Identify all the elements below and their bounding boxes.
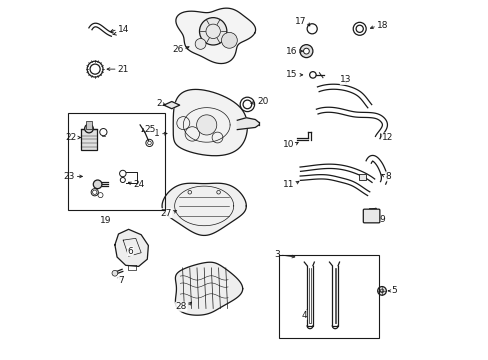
Polygon shape <box>237 118 258 130</box>
Polygon shape <box>173 89 247 156</box>
Circle shape <box>112 270 118 276</box>
Polygon shape <box>175 262 242 315</box>
Circle shape <box>196 115 216 135</box>
Circle shape <box>221 32 237 48</box>
Text: 20: 20 <box>257 97 268 107</box>
Text: 21: 21 <box>118 65 129 74</box>
Text: 7: 7 <box>118 276 123 284</box>
Text: 13: 13 <box>340 76 351 85</box>
Text: 10: 10 <box>282 140 294 149</box>
Text: 14: 14 <box>118 25 129 34</box>
Text: 17: 17 <box>294 17 306 26</box>
Text: 18: 18 <box>376 21 387 30</box>
Text: 5: 5 <box>390 287 396 295</box>
Text: 26: 26 <box>172 45 183 54</box>
Circle shape <box>199 18 226 45</box>
FancyBboxPatch shape <box>363 209 379 223</box>
Text: 28: 28 <box>175 302 186 311</box>
Text: 22: 22 <box>65 133 76 142</box>
Text: 23: 23 <box>63 172 75 181</box>
Circle shape <box>195 39 205 49</box>
Text: 2: 2 <box>156 99 162 108</box>
Text: 19: 19 <box>100 216 111 225</box>
Polygon shape <box>115 229 148 266</box>
Text: 4: 4 <box>301 310 306 320</box>
Bar <box>358 174 366 180</box>
Text: 24: 24 <box>133 180 144 189</box>
Circle shape <box>93 180 102 189</box>
Text: 16: 16 <box>285 46 297 55</box>
Text: 1: 1 <box>154 129 160 138</box>
Circle shape <box>84 124 93 133</box>
Polygon shape <box>162 183 246 235</box>
Bar <box>86 121 92 129</box>
Text: 12: 12 <box>381 133 392 142</box>
Text: 6: 6 <box>127 247 133 256</box>
Circle shape <box>303 48 309 54</box>
Bar <box>278 255 379 338</box>
Text: 8: 8 <box>385 172 390 181</box>
Text: 3: 3 <box>273 251 279 259</box>
Text: 9: 9 <box>379 215 385 224</box>
Text: 11: 11 <box>282 180 294 189</box>
Circle shape <box>299 45 312 58</box>
Bar <box>81 129 97 150</box>
Polygon shape <box>163 102 179 109</box>
Text: 15: 15 <box>285 71 297 79</box>
Polygon shape <box>176 8 255 64</box>
Circle shape <box>377 287 386 295</box>
Bar <box>68 113 164 210</box>
Text: 27: 27 <box>160 209 171 217</box>
Text: 25: 25 <box>144 125 156 134</box>
